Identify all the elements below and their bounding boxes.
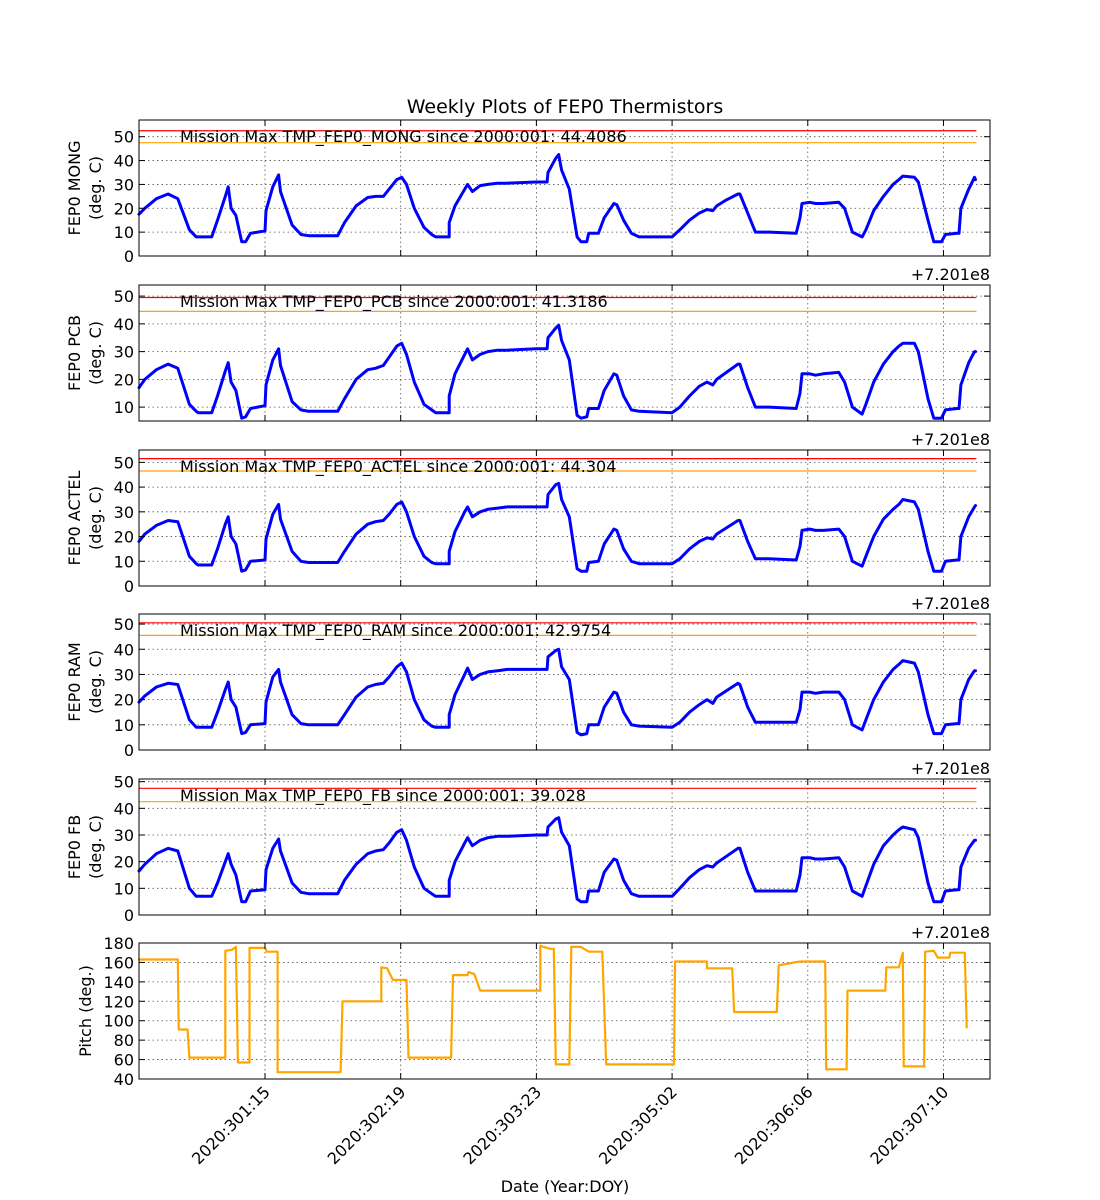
y-axis-unit-label: (deg. C)	[86, 650, 105, 714]
temperature-series-line	[137, 481, 977, 573]
y-tick-label: 10	[114, 552, 134, 571]
y-tick-label: 0	[124, 577, 134, 596]
y-tick-label: 0	[124, 906, 134, 925]
y-tick-label: 40	[114, 315, 134, 334]
x-tick-label: 2020:306:06	[731, 1082, 817, 1168]
x-offset-text: +7.201e8	[911, 759, 990, 778]
y-axis-label: FEP0 MONG	[65, 141, 84, 236]
y-tick-label: 180	[103, 934, 134, 953]
axes-frame	[138, 613, 991, 751]
y-tick-label: 20	[114, 199, 134, 218]
y-tick-label: 160	[103, 953, 134, 972]
y-tick-label: 40	[114, 152, 134, 171]
y-tick-label: 50	[114, 773, 134, 792]
y-tick-label: 30	[114, 826, 134, 845]
y-tick-label: 60	[114, 1051, 134, 1070]
y-tick-label: 20	[114, 370, 134, 389]
y-tick-label: 120	[103, 992, 134, 1011]
axes-frame	[138, 942, 991, 1080]
y-axis-label: Pitch (deg.)	[76, 965, 95, 1057]
y-axis-label: FEP0 ACTEL	[65, 470, 84, 565]
mission-max-annotation: Mission Max TMP_FEP0_FB since 2000:001: …	[180, 786, 586, 806]
panel-5: 0 10 20 30 40 50 Mission Max TMP_FEP0_FB since…	[65, 759, 991, 925]
temperature-series-line	[137, 323, 977, 420]
y-tick-label: 30	[114, 175, 134, 194]
x-tick-label: 2020:305:02	[595, 1082, 681, 1168]
x-tick-label: 2020:307:10	[866, 1082, 952, 1168]
y-tick-label: 50	[114, 128, 134, 147]
y-axis-unit-label: (deg. C)	[86, 815, 105, 879]
axes-frame	[138, 449, 991, 587]
axes-frame	[138, 119, 991, 257]
y-tick-label: 50	[114, 453, 134, 472]
mission-max-annotation: Mission Max TMP_FEP0_PCB since 2000:001:…	[180, 292, 608, 312]
y-tick-label: 0	[124, 247, 134, 266]
y-axis-label: FEP0 PCB	[65, 315, 84, 391]
y-tick-label: 40	[114, 478, 134, 497]
y-tick-label: 30	[114, 503, 134, 522]
panel-2: 10 20 30 40 50 Mission Max TMP_FEP0_PCB since…	[65, 265, 991, 422]
y-tick-label: 40	[114, 1070, 134, 1089]
axes-frame	[138, 778, 991, 916]
y-tick-label: 30	[114, 665, 134, 684]
y-tick-label: 0	[124, 741, 134, 760]
y-axis-unit-label: (deg. C)	[86, 321, 105, 385]
y-tick-label: 10	[114, 398, 134, 417]
y-tick-label: 10	[114, 223, 134, 242]
y-tick-label: 50	[114, 287, 134, 306]
temperature-series-line	[137, 816, 977, 904]
y-tick-label: 40	[114, 799, 134, 818]
mission-max-annotation: Mission Max TMP_FEP0_MONG since 2000:001…	[180, 127, 627, 147]
x-tick-label: 2020:301:15	[188, 1082, 274, 1168]
y-tick-label: 30	[114, 343, 134, 362]
y-tick-label: 20	[114, 853, 134, 872]
axes-frame	[138, 284, 991, 422]
pitch-series-line	[137, 944, 968, 1074]
y-axis-unit-label: (deg. C)	[86, 486, 105, 550]
x-offset-text: +7.201e8	[911, 923, 990, 942]
mission-max-annotation: Mission Max TMP_FEP0_ACTEL since 2000:00…	[180, 457, 616, 477]
y-tick-label: 20	[114, 691, 134, 710]
panel-4: 0 10 20 30 40 50 Mission Max TMP_FEP0_RAM sinc…	[65, 594, 991, 760]
x-offset-text: +7.201e8	[911, 594, 990, 613]
y-tick-label: 10	[114, 879, 134, 898]
y-axis-label: FEP0 FB	[65, 815, 84, 879]
x-tick-label: 2020:303:23	[459, 1082, 545, 1168]
mission-max-annotation: Mission Max TMP_FEP0_RAM since 2000:001:…	[180, 621, 611, 641]
panel-1: 0 10 20 30 40 50 Mission Max TMP_FEP0_MONG sin…	[65, 119, 991, 266]
panel-3: 0 10 20 30 40 50 Mission Max TMP_FEP0_ACTEL si…	[65, 430, 991, 596]
figure-title: Weekly Plots of FEP0 Thermistors	[407, 96, 724, 118]
x-axis-label: Date (Year:DOY)	[501, 1177, 630, 1196]
temperature-series-line	[137, 647, 977, 737]
x-tick-label: 2020:302:19	[324, 1082, 410, 1168]
y-tick-label: 100	[103, 1012, 134, 1031]
temperature-series-line	[137, 153, 977, 244]
y-tick-label: 40	[114, 640, 134, 659]
y-tick-label: 80	[114, 1031, 134, 1050]
y-tick-label: 50	[114, 615, 134, 634]
y-tick-label: 140	[103, 973, 134, 992]
y-axis-unit-label: (deg. C)	[86, 156, 105, 220]
x-offset-text: +7.201e8	[911, 265, 990, 284]
x-offset-text: +7.201e8	[911, 430, 990, 449]
y-tick-label: 10	[114, 716, 134, 735]
y-tick-label: 20	[114, 528, 134, 547]
y-axis-label: FEP0 RAM	[65, 642, 84, 721]
